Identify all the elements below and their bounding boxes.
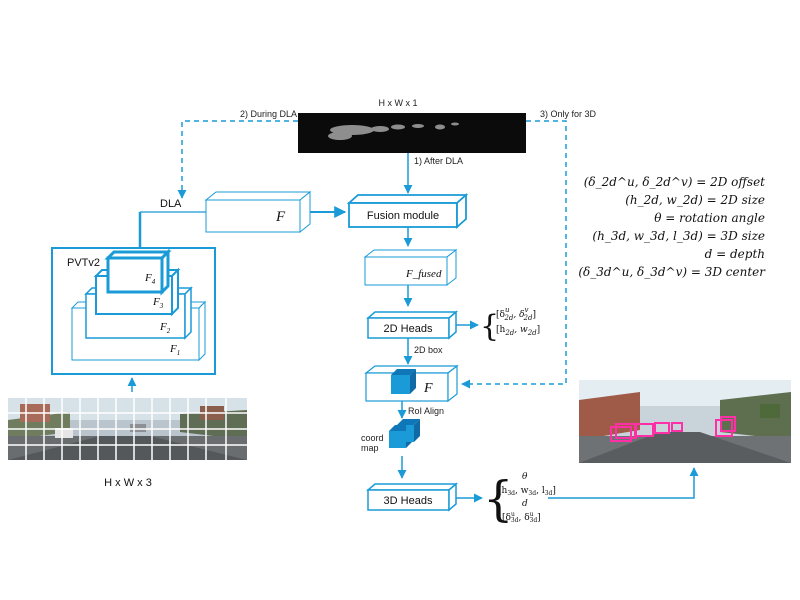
- heads-3d-label: 3D Heads: [384, 495, 433, 507]
- legend-2d-size: (h_2d, w_2d) = 2D size: [625, 193, 765, 207]
- heads-2d-output-brace: {: [480, 309, 499, 344]
- coord-map-cubes: [389, 419, 420, 448]
- pyramid-level-f4: [104, 248, 172, 296]
- pyramid-label-f1: F1: [169, 343, 180, 357]
- depth-map-size-label: H x W x 1: [378, 98, 417, 108]
- coord-label-line1: coord: [361, 433, 384, 443]
- outputs-to-result-arrow: [548, 467, 699, 499]
- legend-depth: d = depth: [705, 247, 765, 261]
- after-dla-label: 1) After DLA: [414, 156, 463, 166]
- heads-3d-output-theta: θ: [522, 472, 528, 482]
- roi-feature-label: F: [423, 381, 433, 396]
- coord-label-line2: map: [361, 443, 379, 453]
- pyramid-label-f2: F2: [159, 321, 171, 335]
- heads-2d-output-size: [h2d, w2d]: [496, 325, 540, 337]
- ffused-feature-label: F_fused: [405, 268, 442, 280]
- heads-2d-output-offset: [δu 2d, δv 2d]: [496, 306, 536, 322]
- box-2d-label: 2D box: [414, 345, 443, 355]
- pyramid-label-f4: F4: [144, 272, 156, 286]
- heads-3d-output-brace: {: [483, 471, 514, 527]
- backbone-frame: [51, 247, 216, 375]
- roi-cube: [391, 369, 416, 394]
- dla-label: DLA: [160, 198, 182, 210]
- ffused-feature-box: [363, 248, 458, 287]
- legend-2d-offset: (δ_2d^u, δ_2d^v) = 2D offset: [584, 175, 765, 189]
- svg-text:[h2d, w2d]: [h2d, w2d]: [496, 325, 540, 337]
- only-3d-label: 3) Only for 3D: [540, 109, 597, 119]
- legend: (δ_2d^u, δ_2d^v) = 2D offset (h_2d, w_2d…: [578, 175, 766, 279]
- legend-3d-size: (h_3d, w_3d, l_3d) = 3D size: [592, 229, 765, 243]
- input-image-size-label: H x W x 3: [104, 477, 152, 489]
- fusion-module-box: [346, 192, 469, 230]
- backbone-label: PVTv2: [67, 257, 100, 269]
- heads-3d-output-size: [h3d, w3d, l3d]: [498, 486, 556, 497]
- heads-3d-box: [365, 482, 459, 512]
- only-3d-dashed-arrow: [461, 120, 567, 389]
- heads-3d-output-center: [δu 3d, δu 3d]: [502, 511, 541, 524]
- size-2d-bracket: [h: [496, 325, 506, 335]
- offset-2d-bracket: [δ: [496, 310, 505, 320]
- heads-2d-box: [365, 310, 459, 340]
- heads-2d-label: 2D Heads: [384, 323, 433, 335]
- pyramid-label-f3: F3: [152, 296, 164, 310]
- during-dla-label: 2) During DLA: [240, 109, 297, 119]
- heads-3d-output-depth: d: [522, 499, 528, 509]
- result-3d-boxes: [610, 416, 736, 442]
- legend-3d-center: (δ_3d^u, δ_3d^v) = 3D center: [578, 265, 766, 279]
- input-image-patch-grid: [8, 398, 247, 460]
- result-image: [579, 380, 791, 463]
- roi-align-label: RoI Align: [408, 406, 444, 416]
- fusion-module-label: Fusion module: [367, 210, 439, 222]
- depth-map-blobs: [328, 122, 459, 140]
- during-dla-dashed-arrow: [177, 120, 298, 199]
- dla-feature-box: [204, 190, 312, 234]
- dla-feature-label: F: [275, 209, 286, 225]
- legend-rotation: θ = rotation angle: [654, 211, 765, 225]
